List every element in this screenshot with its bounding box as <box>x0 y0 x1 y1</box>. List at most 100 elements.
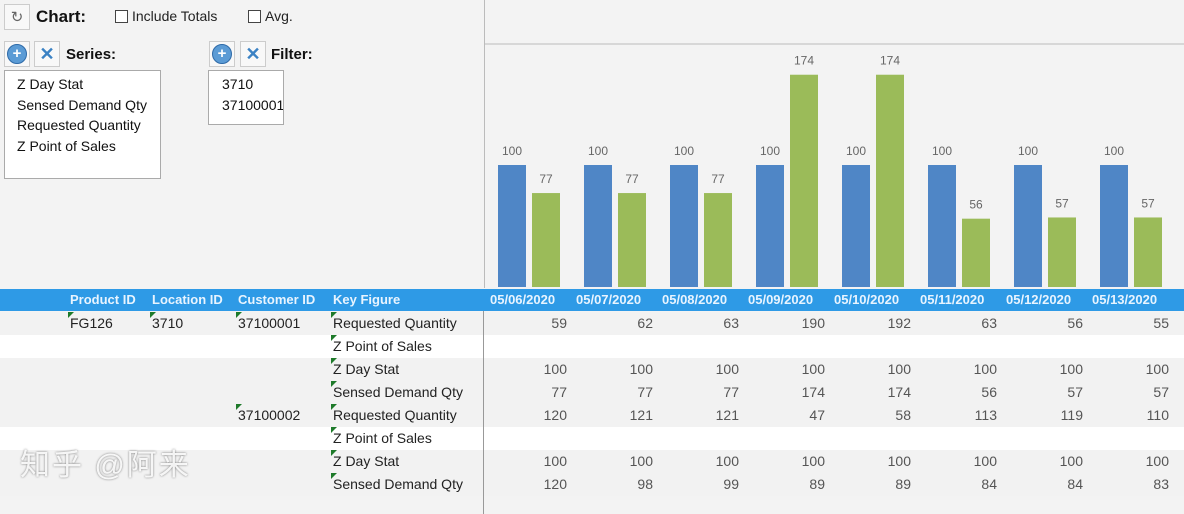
bar[interactable] <box>532 193 560 287</box>
bar[interactable] <box>1100 165 1128 287</box>
cell-value[interactable]: 89 <box>809 476 825 492</box>
cell-value[interactable]: 121 <box>715 407 739 423</box>
cell-value[interactable]: 55 <box>1153 315 1169 331</box>
header-date[interactable]: 05/06/2020 <box>490 292 556 307</box>
series-list[interactable]: Z Day Stat Sensed Demand Qty Requested Q… <box>4 70 161 179</box>
cell-value[interactable]: 100 <box>973 361 997 377</box>
cell-customer[interactable]: 37100001 <box>238 315 301 331</box>
cell-value[interactable]: 100 <box>543 361 567 377</box>
header-date[interactable]: 05/07/2020 <box>576 292 642 307</box>
bar-chart[interactable]: 100 77 100 77 100 77 100 174 100 174 100 56 100 57 100… <box>484 0 1184 288</box>
cell-value[interactable]: 100 <box>1059 361 1083 377</box>
cell-value[interactable]: 100 <box>629 453 653 469</box>
cell-value[interactable]: 121 <box>629 407 653 423</box>
cell-value[interactable]: 174 <box>801 384 825 400</box>
cell-value[interactable]: 58 <box>895 407 911 423</box>
cell-value[interactable]: 77 <box>637 384 653 400</box>
bar[interactable] <box>756 165 784 287</box>
bar[interactable] <box>790 74 818 287</box>
add-series-button[interactable]: + <box>4 41 30 67</box>
cell-value[interactable]: 100 <box>543 453 567 469</box>
cell-value[interactable]: 47 <box>809 407 825 423</box>
series-item[interactable]: Requested Quantity <box>17 117 141 133</box>
series-item[interactable]: Z Point of Sales <box>17 137 116 154</box>
bar[interactable] <box>704 193 732 287</box>
cell-customer[interactable]: 37100002 <box>238 407 301 423</box>
remove-filter-button[interactable]: ✕ <box>240 41 266 67</box>
cell-value[interactable]: 113 <box>974 407 997 423</box>
cell-value[interactable]: 120 <box>543 476 567 492</box>
cell-value[interactable]: 100 <box>801 453 825 469</box>
cell-value[interactable]: 57 <box>1067 384 1083 400</box>
cell-value[interactable]: 100 <box>1059 453 1083 469</box>
refresh-button[interactable]: ↻ <box>4 4 30 30</box>
cell-value[interactable]: 98 <box>637 476 653 492</box>
cell-value[interactable]: 63 <box>723 315 739 331</box>
cell-value[interactable]: 77 <box>723 384 739 400</box>
cell-value[interactable]: 59 <box>551 315 567 331</box>
cell-value[interactable]: 119 <box>1060 407 1083 423</box>
header-date[interactable]: 05/09/2020 <box>748 292 814 307</box>
header-date[interactable]: 05/08/2020 <box>662 292 728 307</box>
filter-item[interactable]: 3710 <box>222 76 254 92</box>
bar[interactable] <box>498 165 526 287</box>
cell-value[interactable]: 89 <box>895 476 911 492</box>
header-product-id[interactable]: Product ID <box>70 292 136 307</box>
bar[interactable] <box>962 218 990 287</box>
series-item[interactable]: Z Day Stat <box>17 76 84 92</box>
cell-value[interactable]: 110 <box>1146 407 1169 423</box>
bar[interactable] <box>1134 217 1162 287</box>
cell-value[interactable]: 100 <box>801 361 825 377</box>
filter-list[interactable]: 3710 37100001 <box>208 70 284 125</box>
include-totals-checkbox[interactable]: Include Totals <box>115 8 217 24</box>
cell-value[interactable]: 100 <box>973 453 997 469</box>
cell-key[interactable]: Requested Quantity <box>333 315 457 331</box>
bar[interactable] <box>670 165 698 287</box>
cell-value[interactable]: 63 <box>981 315 997 331</box>
cell-value[interactable]: 100 <box>715 453 739 469</box>
series-item[interactable]: Sensed Demand Qty <box>17 96 147 113</box>
cell-key[interactable]: Requested Quantity <box>333 407 457 423</box>
cell-value[interactable]: 100 <box>887 453 911 469</box>
bar[interactable] <box>876 74 904 287</box>
cell-value[interactable]: 56 <box>1067 315 1083 331</box>
cell-key[interactable]: Sensed Demand Qty <box>333 476 463 492</box>
cell-location[interactable]: 3710 <box>152 315 184 331</box>
header-date[interactable]: 05/13/2020 <box>1092 292 1158 307</box>
bar[interactable] <box>1014 165 1042 287</box>
cell-value[interactable]: 100 <box>715 361 739 377</box>
cell-key[interactable]: Z Point of Sales <box>333 338 432 354</box>
cell-value[interactable]: 84 <box>1067 476 1083 492</box>
bar[interactable] <box>928 165 956 287</box>
cell-value[interactable]: 100 <box>1145 361 1169 377</box>
cell-value[interactable]: 100 <box>887 361 911 377</box>
cell-value[interactable]: 190 <box>801 315 825 331</box>
cell-key[interactable]: Z Point of Sales <box>333 430 432 446</box>
filter-item[interactable]: 37100001 <box>222 96 284 113</box>
cell-key[interactable]: Z Day Stat <box>333 453 400 469</box>
cell-value[interactable]: 57 <box>1153 384 1169 400</box>
header-key-figure[interactable]: Key Figure <box>333 292 401 307</box>
cell-value[interactable]: 174 <box>887 384 911 400</box>
cell-key[interactable]: Sensed Demand Qty <box>333 384 463 400</box>
add-filter-button[interactable]: + <box>209 41 235 67</box>
header-date[interactable]: 05/11/2020 <box>920 292 985 307</box>
cell-product[interactable]: FG126 <box>70 315 113 331</box>
cell-value[interactable]: 99 <box>723 476 739 492</box>
cell-value[interactable]: 77 <box>551 384 567 400</box>
cell-value[interactable]: 120 <box>543 407 567 423</box>
bar[interactable] <box>584 165 612 287</box>
cell-value[interactable]: 100 <box>1145 453 1169 469</box>
header-location-id[interactable]: Location ID <box>152 292 223 307</box>
cell-value[interactable]: 62 <box>637 315 653 331</box>
bar[interactable] <box>1048 217 1076 287</box>
header-date[interactable]: 05/12/2020 <box>1006 292 1072 307</box>
avg-checkbox[interactable]: Avg. <box>248 8 293 24</box>
cell-value[interactable]: 192 <box>887 315 911 331</box>
cell-value[interactable]: 100 <box>629 361 653 377</box>
bar[interactable] <box>842 165 870 287</box>
header-customer-id[interactable]: Customer ID <box>238 292 316 307</box>
cell-key[interactable]: Z Day Stat <box>333 361 400 377</box>
header-date[interactable]: 05/10/2020 <box>834 292 900 307</box>
cell-value[interactable]: 56 <box>981 384 997 400</box>
